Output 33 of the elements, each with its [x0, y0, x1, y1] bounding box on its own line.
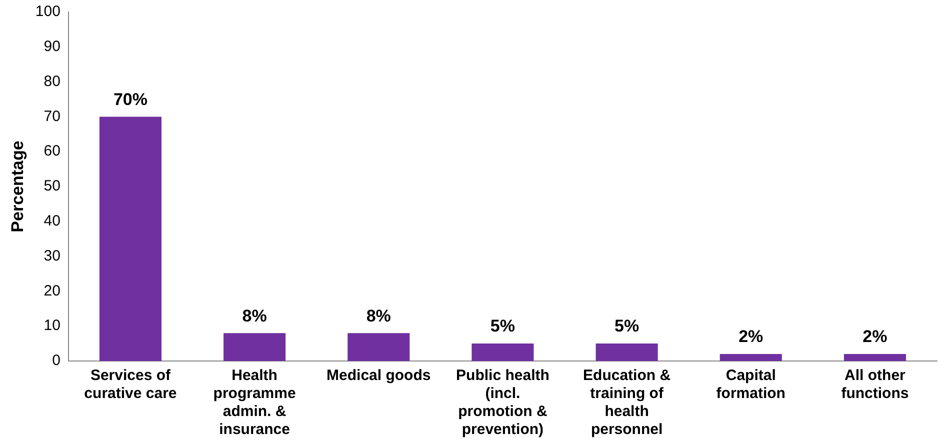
data-label: 2% — [862, 327, 888, 346]
data-label: 8% — [366, 306, 391, 326]
y-tick-label: 10 — [44, 317, 60, 334]
y-axis-title: Percentage — [8, 140, 27, 232]
data-label: 5% — [490, 316, 516, 336]
y-tick-label: 30 — [44, 247, 60, 264]
bar — [720, 354, 782, 361]
bar — [224, 333, 286, 361]
bar — [596, 344, 658, 361]
bar — [99, 116, 162, 361]
y-tick-label: 70 — [44, 108, 60, 125]
x-tick-label: Services of curative care — [84, 367, 177, 402]
y-tick-label: 80 — [44, 72, 60, 90]
x-tick-label: Capital formation — [716, 367, 786, 402]
bar — [844, 354, 906, 361]
bar — [472, 344, 534, 361]
x-tick-label: Education & training of health personnel — [583, 367, 671, 438]
x-tick-label: All other functions — [841, 367, 909, 402]
bar — [348, 333, 410, 361]
data-label: 70% — [113, 90, 148, 109]
x-tick-label: Public health (incl. promotion & prevention) — [456, 367, 550, 438]
y-tick-label: 100 — [35, 3, 60, 20]
data-label: 2% — [738, 327, 764, 346]
data-label: 5% — [614, 316, 640, 336]
data-label: 8% — [242, 306, 267, 326]
y-tick-label: 0 — [52, 352, 60, 370]
y-tick-label: 60 — [44, 142, 60, 160]
y-tick-label: 20 — [44, 282, 60, 300]
x-tick-label: Medical goods — [326, 367, 431, 384]
y-tick-label: 40 — [44, 212, 60, 230]
y-tick-label: 90 — [44, 38, 60, 56]
x-tick-label: Health programme admin. & insurance — [213, 367, 296, 438]
y-tick-label: 50 — [44, 178, 60, 195]
